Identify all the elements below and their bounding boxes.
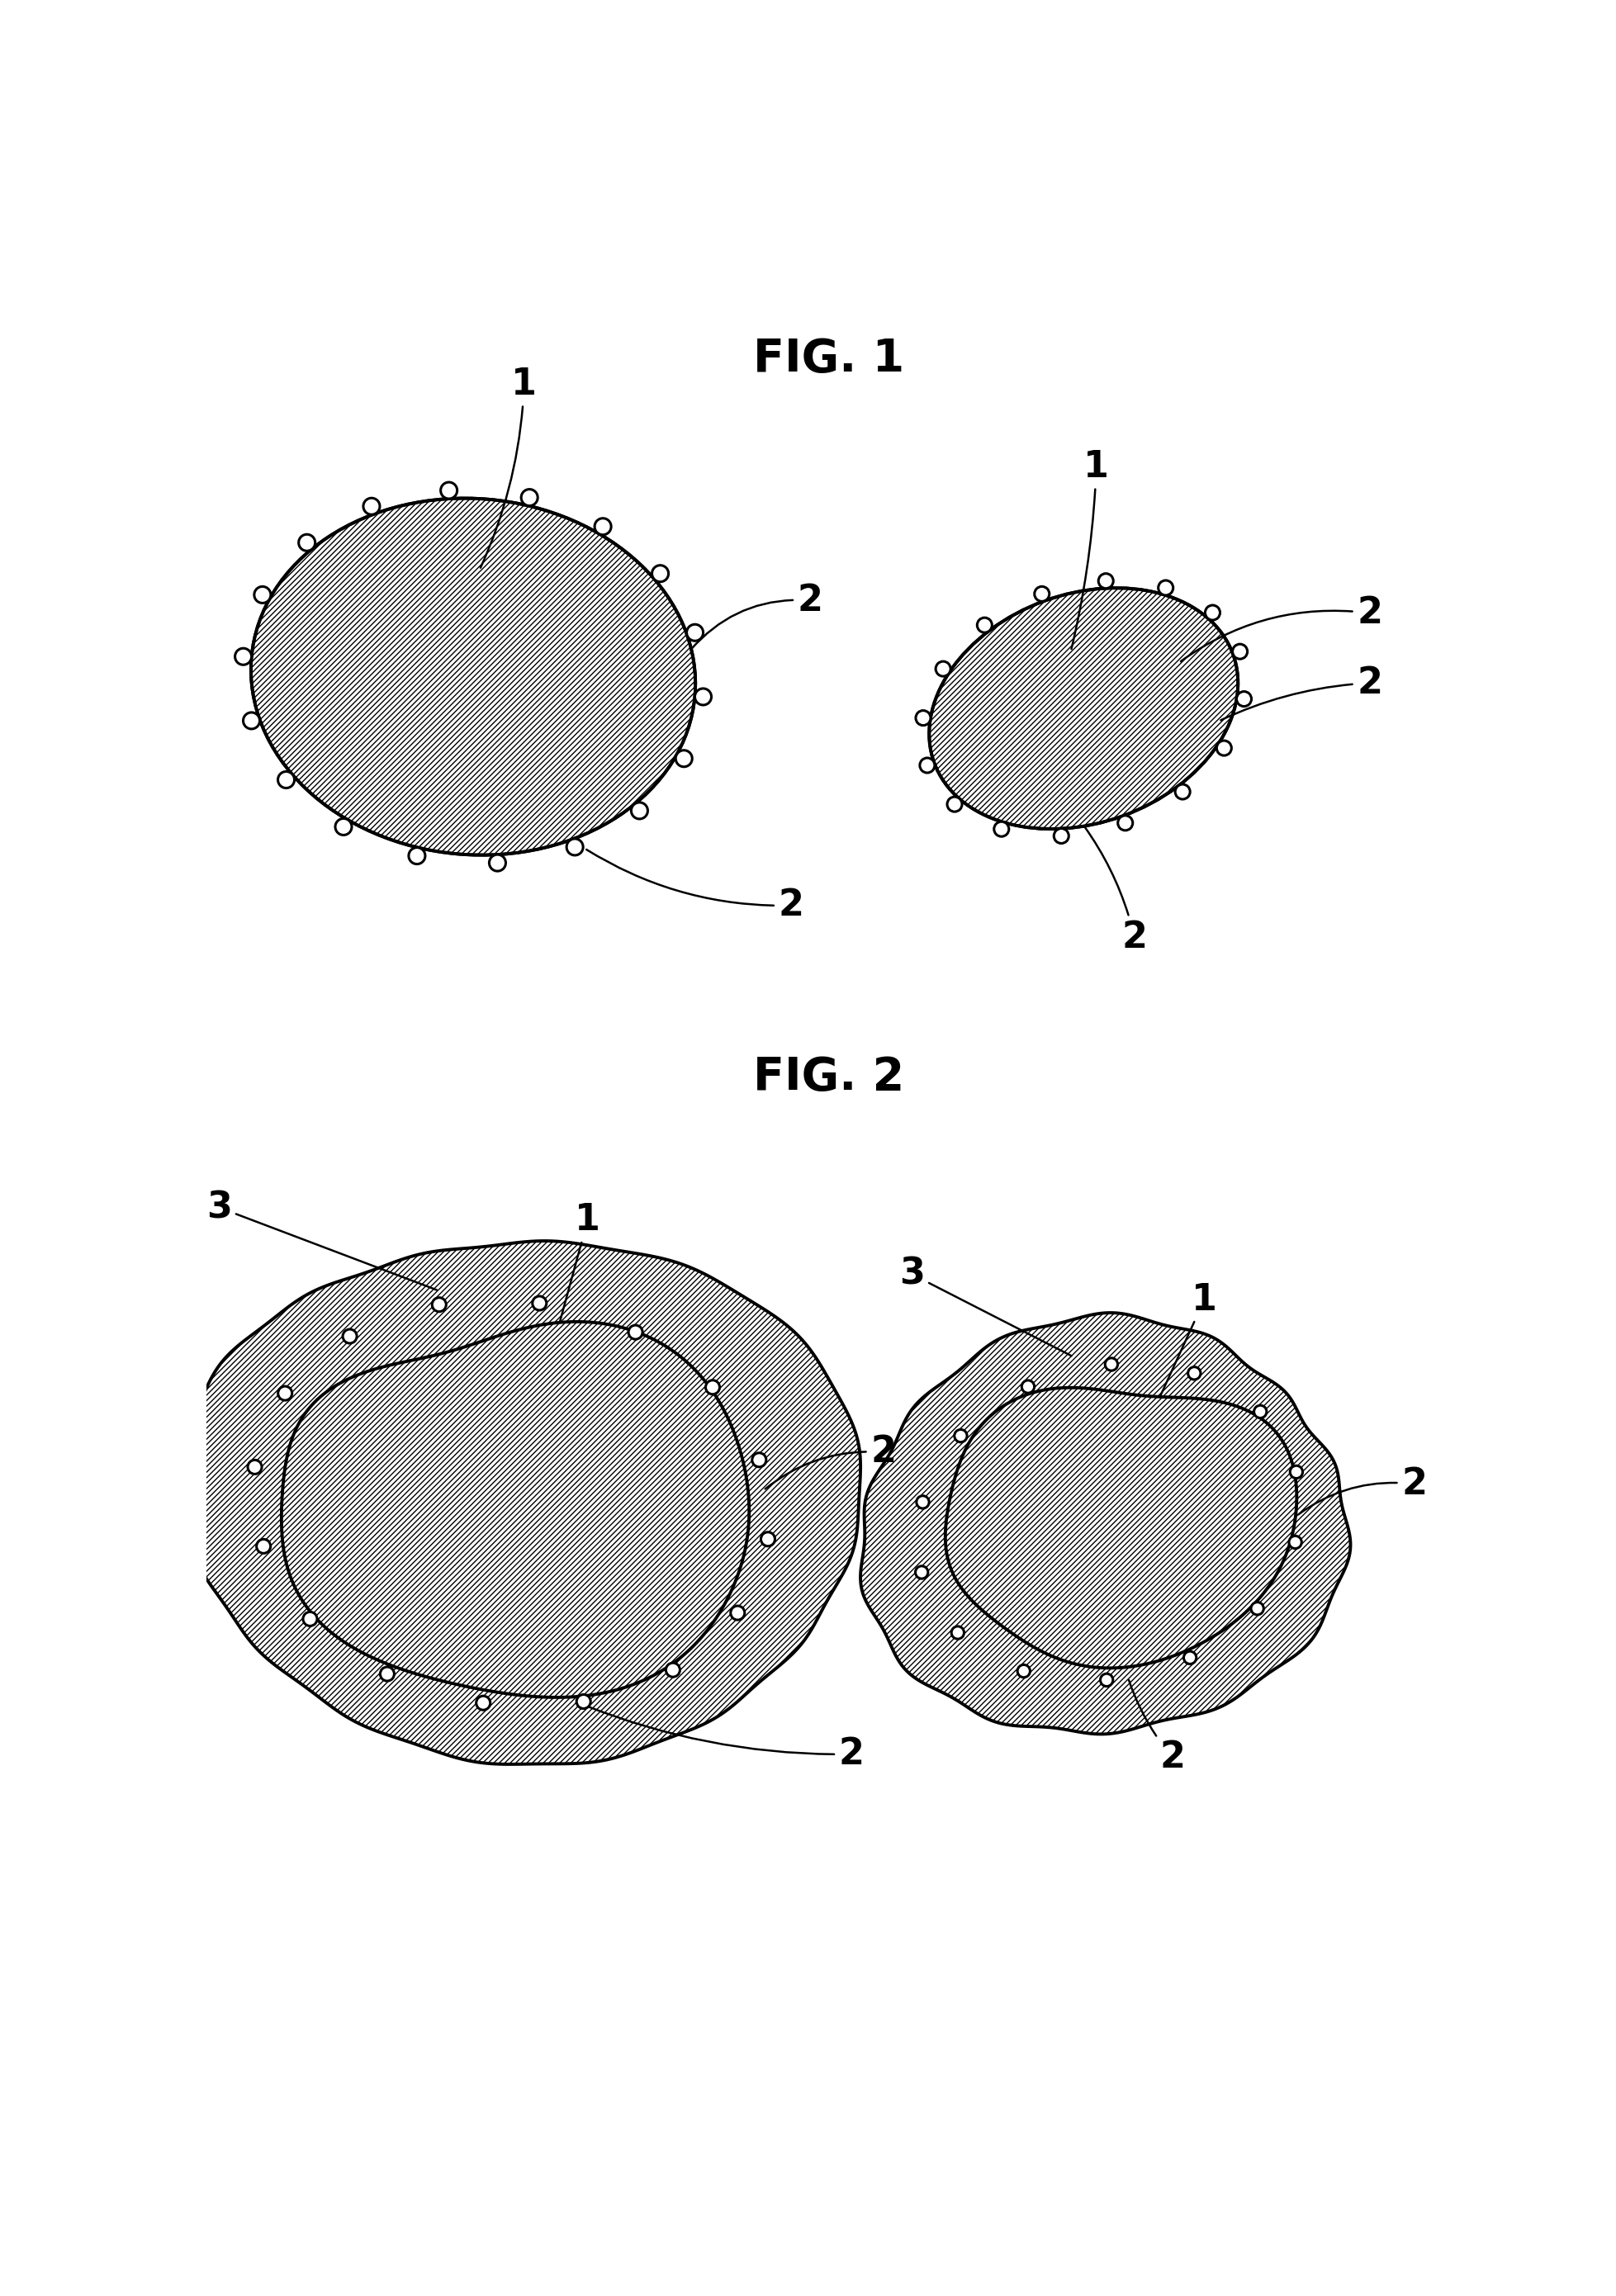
Polygon shape — [281, 1322, 748, 1697]
Circle shape — [1188, 1366, 1201, 1380]
Circle shape — [302, 1612, 317, 1626]
Circle shape — [916, 1495, 929, 1508]
Circle shape — [1251, 1603, 1264, 1614]
Circle shape — [920, 758, 934, 774]
Text: 2: 2 — [764, 1435, 895, 1488]
Circle shape — [1016, 1665, 1029, 1678]
Circle shape — [1104, 1357, 1117, 1371]
Ellipse shape — [250, 498, 695, 854]
Circle shape — [441, 482, 457, 498]
Ellipse shape — [929, 588, 1238, 829]
Circle shape — [1236, 691, 1251, 707]
Text: 3: 3 — [898, 1256, 1071, 1357]
Text: 2: 2 — [1298, 1467, 1427, 1515]
Circle shape — [254, 585, 270, 604]
Circle shape — [687, 625, 703, 641]
Circle shape — [1183, 1651, 1196, 1665]
Circle shape — [936, 661, 950, 677]
Circle shape — [675, 751, 692, 767]
Text: 2: 2 — [1220, 666, 1382, 721]
Circle shape — [299, 535, 315, 551]
Circle shape — [953, 1430, 966, 1442]
Circle shape — [343, 1329, 357, 1343]
Circle shape — [666, 1662, 680, 1676]
Circle shape — [1290, 1465, 1302, 1479]
Text: 2: 2 — [1128, 1681, 1185, 1775]
Text: 1: 1 — [480, 367, 537, 567]
Circle shape — [629, 1325, 642, 1339]
Circle shape — [915, 709, 931, 726]
Text: FIG. 2: FIG. 2 — [753, 1054, 903, 1100]
Circle shape — [520, 489, 538, 505]
Circle shape — [1117, 815, 1133, 831]
Circle shape — [532, 1297, 546, 1311]
Polygon shape — [860, 1313, 1349, 1733]
Circle shape — [1100, 1674, 1112, 1685]
Circle shape — [490, 854, 506, 870]
Circle shape — [1254, 1405, 1265, 1419]
Circle shape — [577, 1694, 590, 1708]
Circle shape — [278, 1387, 292, 1401]
Polygon shape — [179, 1240, 860, 1763]
Circle shape — [335, 817, 352, 836]
Circle shape — [247, 1460, 262, 1474]
Circle shape — [566, 838, 583, 856]
Circle shape — [1175, 785, 1189, 799]
Circle shape — [364, 498, 380, 514]
Text: 1: 1 — [530, 1203, 600, 1428]
Circle shape — [1034, 585, 1049, 602]
Circle shape — [257, 1538, 270, 1554]
Text: 2: 2 — [690, 583, 823, 650]
Circle shape — [431, 1297, 446, 1311]
Circle shape — [477, 1697, 490, 1711]
Circle shape — [751, 1453, 766, 1467]
Text: FIG. 1: FIG. 1 — [753, 338, 903, 381]
Text: 2: 2 — [585, 1706, 865, 1773]
Text: 2: 2 — [587, 850, 803, 923]
Circle shape — [994, 822, 1008, 836]
Circle shape — [1054, 829, 1068, 843]
Circle shape — [730, 1605, 745, 1621]
Circle shape — [1021, 1380, 1034, 1394]
Text: 3: 3 — [205, 1189, 436, 1290]
Circle shape — [380, 1667, 394, 1681]
Circle shape — [695, 689, 711, 705]
Circle shape — [242, 712, 260, 728]
Circle shape — [630, 801, 648, 820]
Circle shape — [651, 565, 667, 581]
Circle shape — [1157, 581, 1173, 595]
Circle shape — [1231, 645, 1248, 659]
Text: 1: 1 — [1122, 1281, 1217, 1479]
Text: 2: 2 — [1180, 595, 1382, 661]
Circle shape — [947, 797, 962, 813]
Circle shape — [950, 1626, 963, 1639]
Circle shape — [976, 618, 992, 634]
Text: 2: 2 — [1084, 827, 1147, 955]
Text: 1: 1 — [1071, 450, 1109, 650]
Circle shape — [234, 647, 252, 666]
Circle shape — [915, 1566, 928, 1580]
Circle shape — [409, 847, 425, 863]
Circle shape — [761, 1531, 774, 1545]
Circle shape — [1097, 574, 1113, 588]
Circle shape — [705, 1380, 719, 1394]
Polygon shape — [945, 1387, 1296, 1667]
Circle shape — [1288, 1536, 1301, 1548]
Circle shape — [1204, 606, 1220, 620]
Circle shape — [1215, 742, 1231, 755]
Circle shape — [595, 519, 611, 535]
Circle shape — [278, 771, 294, 788]
